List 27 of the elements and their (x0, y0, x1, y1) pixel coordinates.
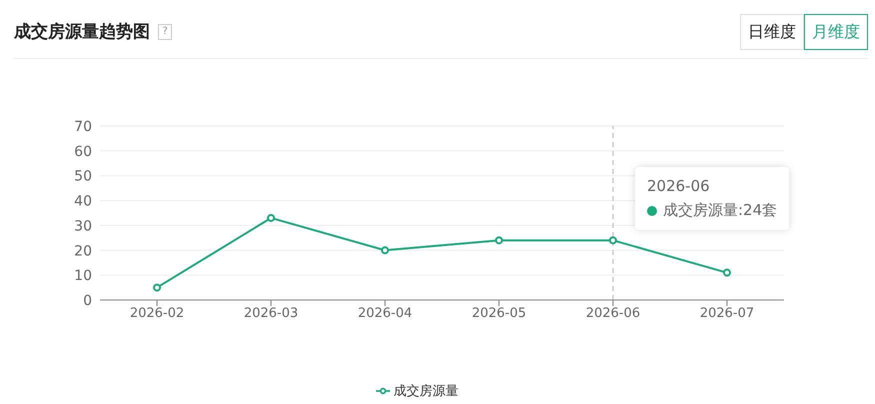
chart-title: 成交房源量趋势图 (14, 21, 150, 43)
point (723, 268, 731, 277)
point (495, 236, 503, 244)
annotation: 成交房源量:24套 (663, 201, 778, 220)
y-tick-label: 70 (74, 118, 92, 135)
y-tick-label: 10 (74, 268, 92, 284)
x-tick-label: 2026-02 (130, 306, 184, 322)
x-tick-label: 2026-05 (472, 306, 526, 322)
legend-label: 成交房源量 (394, 384, 458, 399)
x-tick-label: 2026-04 (358, 306, 412, 322)
y-tick-label: 50 (74, 168, 92, 185)
point (267, 214, 275, 222)
point (153, 284, 161, 292)
point (381, 246, 389, 254)
x-tick-label: 2026-03 (244, 306, 298, 322)
y-tick-label: 0 (83, 292, 92, 309)
y-tick-label: 20 (74, 243, 92, 260)
y-tick-label: 30 (74, 218, 92, 234)
text: 日维度 (740, 14, 804, 50)
help-icon: ? (158, 24, 172, 40)
y-tick-label: 40 (74, 194, 92, 210)
x-tick-label: 2026-07 (700, 306, 754, 322)
point (609, 236, 617, 244)
text: 月维度 (804, 14, 868, 50)
annotation: 2026-06 (647, 177, 710, 196)
x-tick-label: 2026-06 (586, 306, 640, 322)
y-tick-label: 60 (74, 144, 92, 160)
